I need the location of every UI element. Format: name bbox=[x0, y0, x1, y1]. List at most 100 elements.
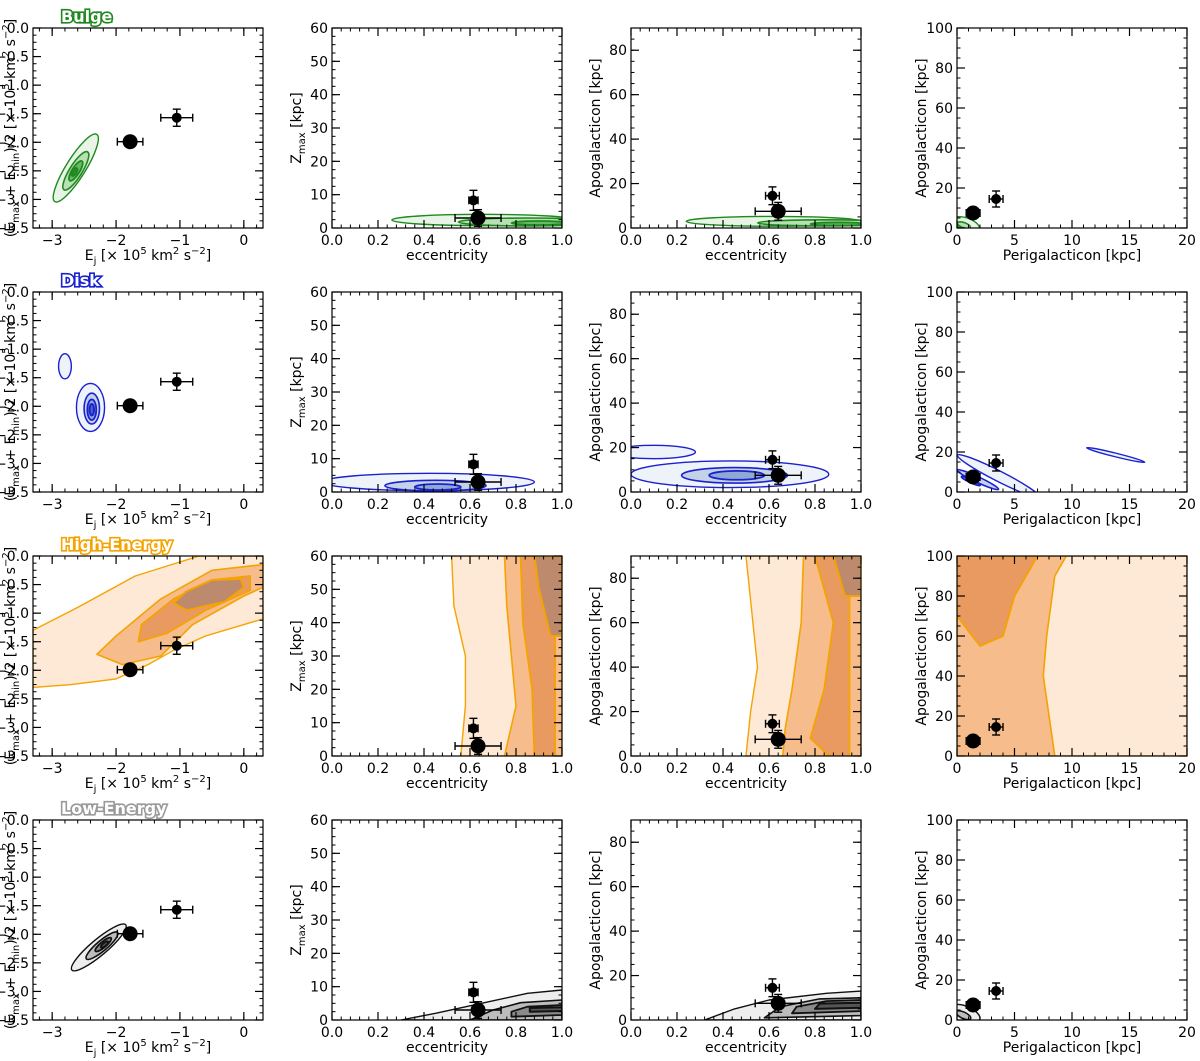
axis-label-part: j bbox=[93, 1048, 97, 1059]
y-tick-label: −1.5 bbox=[0, 635, 29, 651]
x-tick-label: 0.6 bbox=[459, 233, 481, 249]
y-tick-label: −2.0 bbox=[0, 399, 29, 415]
axis-label-part: )/2 [× 10 bbox=[3, 90, 19, 153]
x-tick-label: −3 bbox=[42, 1025, 63, 1041]
data-point-marker bbox=[171, 112, 182, 123]
data-point-group bbox=[965, 997, 981, 1013]
data-point-group bbox=[454, 736, 502, 756]
x-tick-label: 0.8 bbox=[505, 233, 527, 249]
x-tick-label: 0 bbox=[239, 761, 248, 777]
density-contour bbox=[528, 1006, 562, 1013]
axis-label-part: ] bbox=[3, 19, 19, 24]
density-contour bbox=[809, 556, 851, 756]
y-tick-label: 60 bbox=[310, 285, 328, 301]
axis-label-part: )/2 [× 10 bbox=[3, 618, 19, 681]
axis-label-part: −2 bbox=[1, 816, 12, 831]
y-tick-label: 0.0 bbox=[7, 285, 29, 301]
y-tick-label: 60 bbox=[609, 352, 627, 368]
axis-label-part: Perigalacticon [kpc] bbox=[1003, 776, 1141, 792]
x-tick-label: −3 bbox=[42, 761, 63, 777]
x-tick-label: 0 bbox=[239, 497, 248, 513]
axis-label-part: E bbox=[85, 776, 94, 792]
data-point-marker bbox=[171, 640, 182, 651]
data-point-marker bbox=[122, 134, 138, 150]
data-point-marker bbox=[965, 733, 981, 749]
data-point-marker bbox=[965, 997, 981, 1013]
data-point-group bbox=[468, 981, 479, 1004]
axis-label-part: Perigalacticon [kpc] bbox=[1003, 1040, 1141, 1056]
x-tick-label: −3 bbox=[42, 497, 63, 513]
y-tick-label: −2.0 bbox=[0, 927, 29, 943]
y-tick-label: 50 bbox=[310, 846, 328, 862]
axis-label-part: + E bbox=[3, 964, 19, 993]
x-tick-label: 20 bbox=[1178, 497, 1196, 513]
y-tick-label: 80 bbox=[609, 43, 627, 59]
y-tick-label: 60 bbox=[935, 629, 953, 645]
axis-label-part: E bbox=[85, 248, 94, 264]
x-tick-label: 10 bbox=[1063, 497, 1081, 513]
x-tick-label: 0.6 bbox=[459, 1025, 481, 1041]
x-tick-label: 0.4 bbox=[712, 761, 734, 777]
density-contour bbox=[413, 483, 462, 491]
data-point-marker bbox=[468, 987, 479, 998]
contour-group bbox=[52, 133, 100, 203]
panel-low-ecc_apo: 0.0 0.2 0.4 0.6 0.8 1.0 0 20 40 60 80 eccentricity A… bbox=[588, 819, 872, 1056]
panel-frame bbox=[32, 27, 264, 229]
axis-label-part: Apogalacticon [kpc] bbox=[914, 322, 930, 461]
axis-label-part: 2 bbox=[173, 246, 179, 257]
data-point-marker bbox=[468, 723, 479, 734]
panel-frame bbox=[32, 291, 264, 493]
y-tick-label: −1.0 bbox=[0, 870, 29, 886]
axis-label-part: E bbox=[85, 1040, 94, 1056]
axis-label-part: −2 bbox=[1, 24, 12, 39]
axis-label-part: ] bbox=[3, 283, 19, 288]
data-point-marker bbox=[171, 376, 182, 387]
axis-label-part: max bbox=[11, 201, 22, 223]
y-tick-label: −1.5 bbox=[0, 107, 29, 123]
y-tick-label: 0 bbox=[944, 221, 953, 237]
data-point-group bbox=[160, 108, 194, 127]
contour-group bbox=[450, 556, 562, 756]
y-tick-label: 40 bbox=[310, 616, 328, 632]
y-tick-label: 60 bbox=[935, 893, 953, 909]
y-axis-label: Zmax [kpc] bbox=[289, 356, 308, 427]
axis-label-part: eccentricity bbox=[705, 1040, 787, 1056]
axis-label-part: 2 bbox=[1, 51, 12, 57]
x-tick-label: 0.6 bbox=[758, 1025, 780, 1041]
density-contour bbox=[57, 353, 73, 380]
axis-label-part: s bbox=[179, 248, 191, 264]
x-tick-label: 0.4 bbox=[413, 1025, 435, 1041]
y-tick-label: −0.5 bbox=[0, 50, 29, 66]
data-point-group bbox=[764, 978, 781, 998]
panel-disk-ecc_apo: 0.0 0.2 0.4 0.6 0.8 1.0 0 20 40 60 80 eccentricity A… bbox=[588, 291, 872, 528]
axis-label-part: min bbox=[11, 945, 22, 964]
density-contour bbox=[1085, 446, 1146, 464]
y-tick-label: −0.5 bbox=[0, 314, 29, 330]
y-tick-label: −3.0 bbox=[0, 984, 29, 1000]
y-tick-label: 30 bbox=[310, 649, 328, 665]
x-tick-label: 0.6 bbox=[459, 497, 481, 513]
x-tick-label: 0.0 bbox=[321, 497, 343, 513]
x-axis-label: Perigalacticon [kpc] bbox=[1003, 512, 1141, 528]
contour-group bbox=[332, 472, 536, 492]
axis-label-part: s bbox=[179, 1040, 191, 1056]
contour-group bbox=[631, 444, 830, 489]
x-axis-label: Perigalacticon [kpc] bbox=[1003, 248, 1141, 264]
y-tick-label: 0 bbox=[618, 1013, 627, 1029]
axis-label-part: max bbox=[11, 465, 22, 487]
x-tick-label: 0.0 bbox=[321, 233, 343, 249]
data-point-group bbox=[988, 718, 1004, 736]
y-tick-label: −2.5 bbox=[0, 164, 29, 180]
x-axis-label: eccentricity bbox=[406, 1040, 488, 1056]
y-tick-label: 100 bbox=[926, 813, 953, 829]
y-tick-label: 20 bbox=[935, 445, 953, 461]
y-axis-label: Apogalacticon [kpc] bbox=[588, 850, 604, 989]
y-tick-label: −2.5 bbox=[0, 956, 29, 972]
axis-label-part: km bbox=[147, 512, 173, 528]
axis-label-part: [kpc] bbox=[289, 620, 305, 660]
data-point-marker bbox=[770, 467, 786, 483]
contour-group bbox=[957, 556, 1187, 756]
data-point-marker bbox=[470, 1002, 486, 1018]
y-tick-label: −3.5 bbox=[0, 1013, 29, 1029]
